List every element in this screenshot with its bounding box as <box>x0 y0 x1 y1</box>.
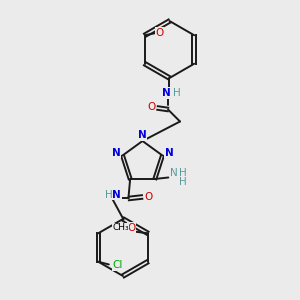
Text: H: H <box>179 168 187 178</box>
Text: CH₃: CH₃ <box>112 223 129 232</box>
Text: N: N <box>138 130 147 140</box>
Text: N: N <box>162 88 171 98</box>
Text: N: N <box>170 168 178 178</box>
Text: N: N <box>165 148 173 158</box>
Text: H: H <box>105 190 113 200</box>
Text: O: O <box>145 192 153 202</box>
Text: N: N <box>112 148 120 158</box>
Text: H: H <box>179 177 187 187</box>
Text: O: O <box>156 28 164 38</box>
Text: O: O <box>147 102 156 112</box>
Text: Cl: Cl <box>112 260 122 270</box>
Text: N: N <box>112 190 121 200</box>
Text: O: O <box>128 223 136 233</box>
Text: H: H <box>173 88 181 98</box>
